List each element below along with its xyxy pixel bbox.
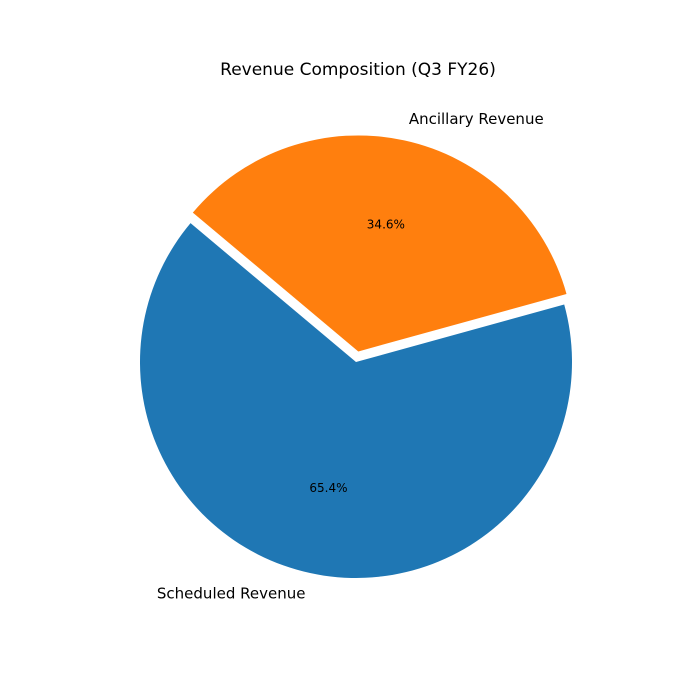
slice-label: Scheduled Revenue: [157, 585, 306, 603]
percent-label: 65.4%: [309, 481, 347, 495]
chart-title: Revenue Composition (Q3 FY26): [220, 60, 496, 80]
pie-slice: [140, 223, 573, 579]
slice-label: Ancillary Revenue: [409, 110, 544, 128]
pie-slice: [192, 135, 567, 352]
percent-label: 34.6%: [367, 217, 405, 231]
